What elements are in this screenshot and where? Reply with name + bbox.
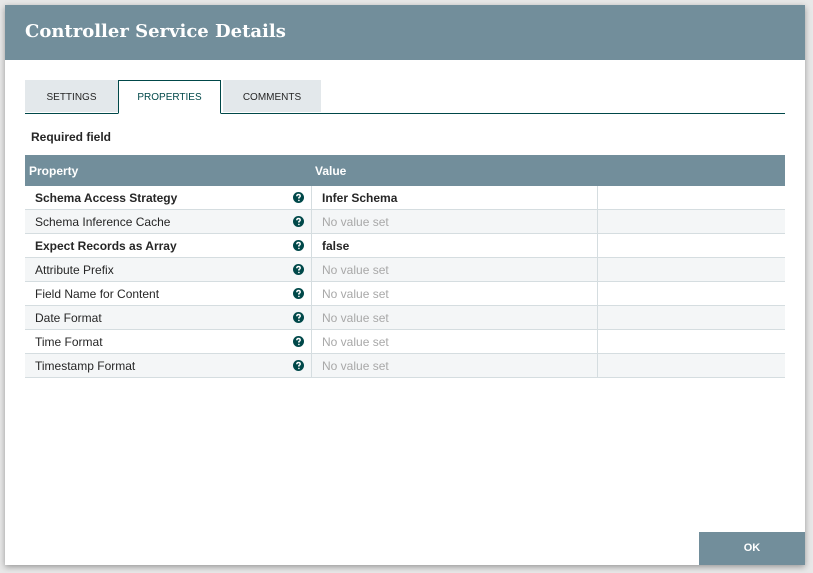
property-name: Schema Inference Cache [35, 215, 171, 229]
help-icon[interactable] [293, 312, 304, 323]
cell-divider [311, 306, 598, 330]
property-value: No value set [322, 215, 389, 229]
table-row: Date Format No value set [25, 306, 785, 330]
column-header: Property [29, 164, 79, 178]
help-icon[interactable] [293, 240, 304, 251]
help-icon[interactable] [293, 264, 304, 275]
table-row: Field Name for Content No value set [25, 282, 785, 306]
tab[interactable]: PROPERTIES [118, 80, 221, 114]
ok-button[interactable]: OK [699, 532, 805, 565]
cell-divider [311, 330, 598, 354]
help-icon[interactable] [293, 192, 304, 203]
table-row: Schema Inference Cache No value set [25, 210, 785, 234]
table-row: Expect Records as Array false [25, 234, 785, 258]
column-header: Value [315, 164, 347, 178]
required-note: Required field [31, 130, 112, 144]
property-name: Expect Records as Array [35, 239, 177, 253]
cell-divider [311, 354, 598, 378]
property-value: No value set [322, 359, 389, 373]
dialog: Controller Service Details SETTINGS PROPE… [5, 5, 805, 565]
property-value: No value set [322, 287, 389, 301]
table-row: Timestamp Format No value set [25, 354, 785, 378]
property-value: No value set [322, 263, 389, 277]
property-value: Infer Schema [322, 191, 398, 205]
help-icon[interactable] [293, 216, 304, 227]
dialog-title: Controller Service Details [25, 21, 286, 42]
cell-divider [311, 186, 598, 210]
cell-divider [311, 234, 598, 258]
cell-divider [311, 210, 598, 234]
table-row: Schema Access Strategy Infer Schema [25, 186, 785, 210]
table-header: Property Value [25, 155, 785, 186]
property-name: Attribute Prefix [35, 263, 114, 277]
property-name: Field Name for Content [35, 287, 160, 301]
cell-divider [311, 258, 598, 282]
tab[interactable]: COMMENTS [223, 80, 321, 112]
cell-divider [311, 282, 598, 306]
tab-bar: SETTINGS PROPERTIES COMMENTS [25, 80, 785, 114]
property-name: Schema Access Strategy [35, 191, 178, 205]
property-value: No value set [322, 335, 389, 349]
property-name: Time Format [35, 335, 103, 349]
help-icon[interactable] [293, 336, 304, 347]
property-value: false [322, 239, 350, 253]
help-icon[interactable] [293, 288, 304, 299]
help-icon[interactable] [293, 360, 304, 371]
property-value: No value set [322, 311, 389, 325]
table-row: Attribute Prefix No value set [25, 258, 785, 282]
table-row: Time Format No value set [25, 330, 785, 354]
property-name: Timestamp Format [35, 359, 136, 373]
dialog-header: Controller Service Details [5, 5, 805, 60]
tab[interactable]: SETTINGS [25, 80, 118, 112]
property-name: Date Format [35, 311, 102, 325]
